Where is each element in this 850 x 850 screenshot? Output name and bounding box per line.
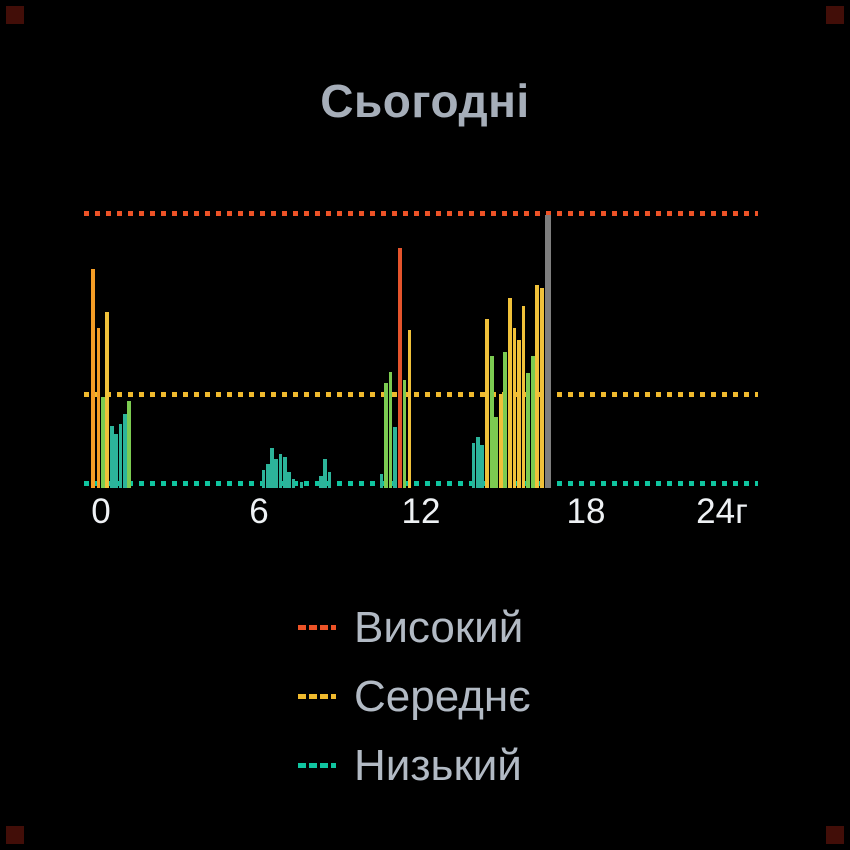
high-threshold-line: [84, 211, 758, 216]
x-axis-label: 0: [91, 492, 111, 531]
chart-bar: [91, 269, 95, 488]
chart-bar: [512, 328, 517, 488]
chart-bar: [379, 474, 384, 488]
x-axis-label: 6: [249, 492, 269, 531]
chart-bar: [393, 427, 397, 488]
chart-bar: [498, 394, 503, 488]
chart-bar: [287, 472, 292, 488]
medium-dashed-line-swatch: [298, 694, 336, 699]
legend: Високий Середнє Низький: [298, 593, 531, 800]
chart-bar: [530, 356, 535, 488]
legend-item-high: Високий: [298, 593, 531, 662]
chart-bar: [517, 340, 521, 488]
chart-bar: [508, 298, 512, 488]
chart-bar: [526, 373, 531, 488]
chart-bar: [96, 328, 101, 488]
chart-bar: [407, 330, 412, 488]
chart-bar: [110, 426, 114, 488]
chart-bar: [122, 414, 127, 488]
chart-bar: [270, 448, 274, 488]
chart-bar: [104, 312, 109, 488]
chart-bar: [535, 285, 540, 488]
chart-bar: [503, 352, 508, 488]
chart-bar: [489, 356, 494, 488]
legend-label-low: Низький: [354, 740, 522, 790]
corner-mark: [826, 6, 844, 24]
chart-bar: [480, 445, 484, 488]
x-axis-label: 18: [566, 492, 606, 531]
chart-bar: [494, 417, 499, 488]
chart-bar: [127, 401, 131, 488]
chart-bar: [299, 482, 304, 488]
chart-bar: [274, 459, 279, 488]
chart-bar: [101, 397, 105, 488]
x-axis-label: 12: [401, 492, 441, 531]
chart-bar: [545, 215, 551, 488]
legend-item-low: Низький: [298, 731, 531, 800]
low-threshold-line: [84, 481, 758, 486]
medium-threshold-line: [84, 392, 758, 397]
chart-bar: [118, 424, 123, 488]
chart-bar: [323, 459, 328, 488]
chart-bar: [471, 443, 476, 488]
chart-bar: [261, 470, 266, 488]
chart-bar: [278, 454, 283, 488]
chart-bar: [475, 437, 480, 488]
corner-mark: [6, 6, 24, 24]
low-dashed-line-swatch: [298, 763, 336, 768]
chart-bar: [540, 288, 544, 488]
high-dashed-line-swatch: [298, 625, 336, 630]
chart-bar: [327, 472, 332, 488]
chart-bar: [291, 479, 296, 488]
chart-bar: [319, 476, 323, 488]
corner-mark: [6, 826, 24, 844]
corner-mark: [826, 826, 844, 844]
legend-item-medium: Середнє: [298, 662, 531, 731]
chart-bar: [265, 464, 270, 488]
chart-bar: [521, 306, 526, 488]
chart-bar: [114, 434, 119, 488]
chart-bar: [388, 372, 393, 488]
chart-bar: [398, 248, 402, 488]
chart-bar: [384, 383, 388, 488]
chart-bar: [402, 380, 407, 488]
legend-label-high: Високий: [354, 602, 524, 652]
x-axis-label: 24г: [696, 492, 748, 531]
legend-label-medium: Середнє: [354, 671, 531, 721]
page-title: Сьогодні: [320, 75, 530, 127]
chart-bar: [485, 319, 489, 488]
chart-bar: [283, 457, 287, 488]
